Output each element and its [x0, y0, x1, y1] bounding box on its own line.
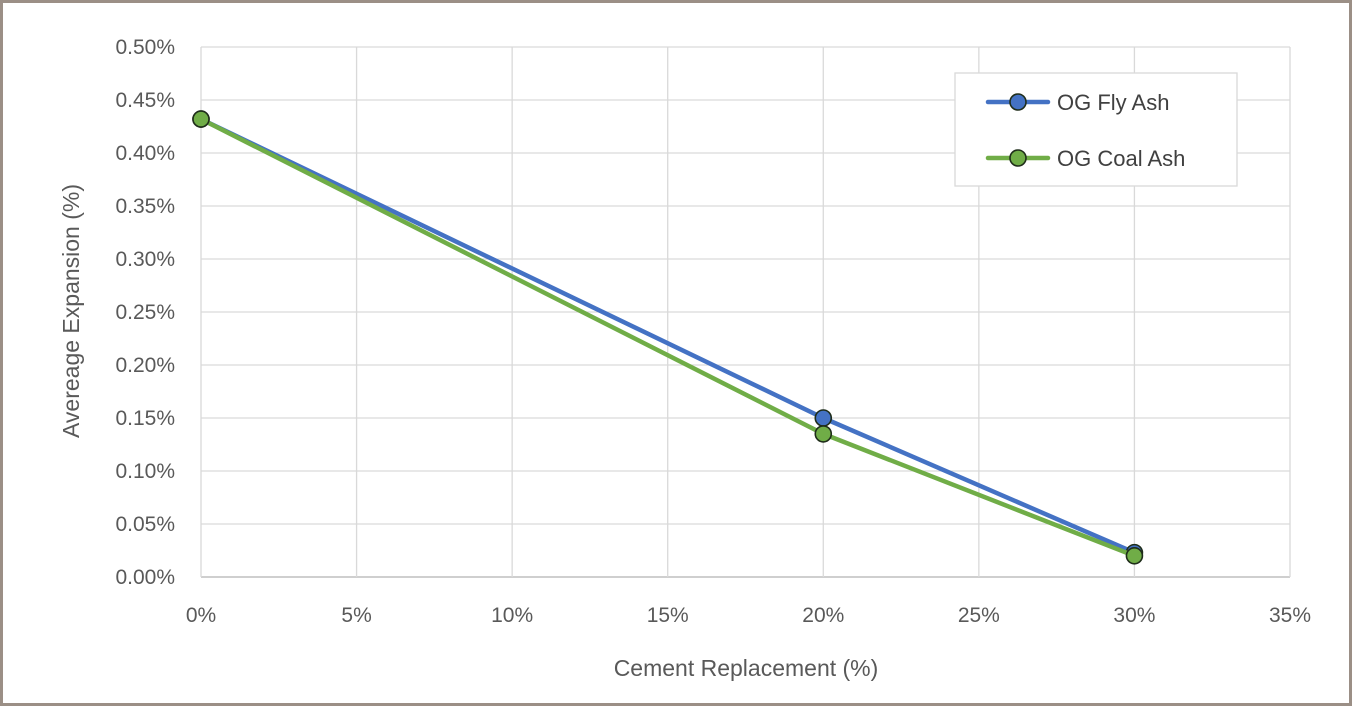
x-tick-label: 10%: [491, 604, 533, 627]
x-tick-label: 35%: [1269, 604, 1311, 627]
y-tick-label: 0.45%: [115, 89, 175, 112]
x-tick-label: 30%: [1113, 604, 1155, 627]
legend-swatch-marker-og-fly-ash: [1009, 93, 1027, 111]
x-tick-label: 20%: [802, 604, 844, 627]
chart-svg: 0.00% 0.05% 0.10% 0.15% 0.20% 0.25% 0.30% 0.35%…: [58, 36, 1311, 681]
y-tick-label: 0.35%: [115, 195, 175, 218]
data-point-og-coal-ash: [192, 110, 210, 128]
y-tick-label: 0.10%: [115, 460, 175, 483]
legend-swatch-marker-og-coal-ash: [1009, 149, 1027, 167]
legend: OG Fly Ash OG Coal Ash: [954, 72, 1238, 187]
x-tick-label: 25%: [958, 604, 1000, 627]
y-tick-label: 0.15%: [115, 407, 175, 430]
grid-layer: [200, 46, 1291, 578]
y-axis-title: Avereage Expansion (%): [58, 184, 84, 438]
data-point-og-fly-ash: [814, 409, 833, 427]
x-tick-label: 0%: [186, 604, 216, 627]
y-tick-label: 0.30%: [115, 248, 175, 271]
x-tick-label: 5%: [341, 604, 371, 627]
legend-box: [954, 72, 1238, 187]
tick-layer: 0.00% 0.05% 0.10% 0.15% 0.20% 0.25% 0.30% 0.35%…: [115, 36, 1311, 627]
data-point-og-coal-ash: [814, 425, 833, 443]
y-tick-label: 0.00%: [115, 566, 175, 589]
x-axis-title: Cement Replacement (%): [614, 655, 879, 681]
data-point-og-coal-ash: [1125, 546, 1144, 565]
x-tick-label: 15%: [647, 604, 689, 627]
legend-label-og-coal-ash: OG Coal Ash: [1057, 146, 1185, 171]
y-tick-label: 0.20%: [115, 354, 175, 377]
y-tick-label: 0.50%: [115, 36, 175, 59]
legend-label-og-fly-ash: OG Fly Ash: [1057, 90, 1169, 115]
y-tick-label: 0.05%: [115, 513, 175, 536]
y-tick-label: 0.25%: [115, 301, 175, 324]
y-tick-label: 0.40%: [115, 142, 175, 165]
series-layer: [192, 110, 1144, 565]
